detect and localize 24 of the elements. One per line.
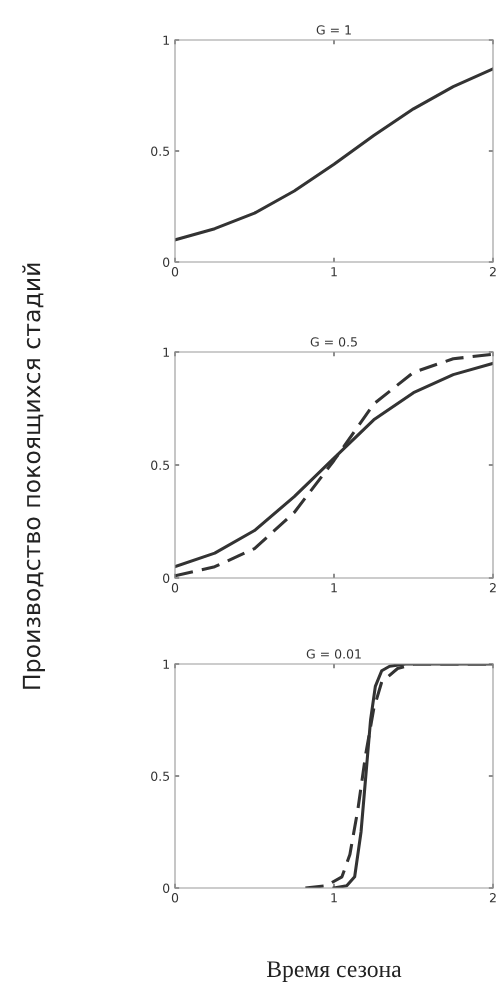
chart-title: G = 0.01 — [306, 649, 361, 659]
y-tick-label: 0 — [163, 573, 170, 583]
x-tick-label: 1 — [331, 583, 337, 593]
x-tick-label: 2 — [489, 267, 496, 277]
y-tick-label: 0.5 — [151, 146, 170, 156]
y-axis-title: Производство покоящихся стадий — [22, 263, 45, 689]
x-tick-label: 0 — [171, 583, 179, 593]
chart-title: G = 1 — [316, 25, 351, 35]
x-tick-label: 1 — [331, 893, 337, 903]
line-series — [175, 67, 493, 242]
x-tick-label: 0 — [171, 893, 179, 903]
y-tick-label: 0 — [163, 883, 170, 893]
y-tick-label: 1 — [163, 35, 169, 45]
chart-title: G = 0.5 — [310, 337, 357, 347]
x-tick-label: 0 — [171, 267, 179, 277]
x-tick-label: 1 — [331, 267, 337, 277]
y-tick-label: 0.5 — [151, 460, 170, 470]
x-axis-title: Время сезона — [266, 961, 402, 982]
y-tick-label: 0.5 — [151, 771, 170, 781]
y-tick-label: 0 — [163, 257, 170, 267]
x-tick-label: 2 — [489, 583, 496, 593]
y-tick-label: 1 — [163, 659, 169, 669]
x-tick-label: 2 — [489, 893, 496, 903]
y-tick-label: 1 — [163, 347, 169, 357]
